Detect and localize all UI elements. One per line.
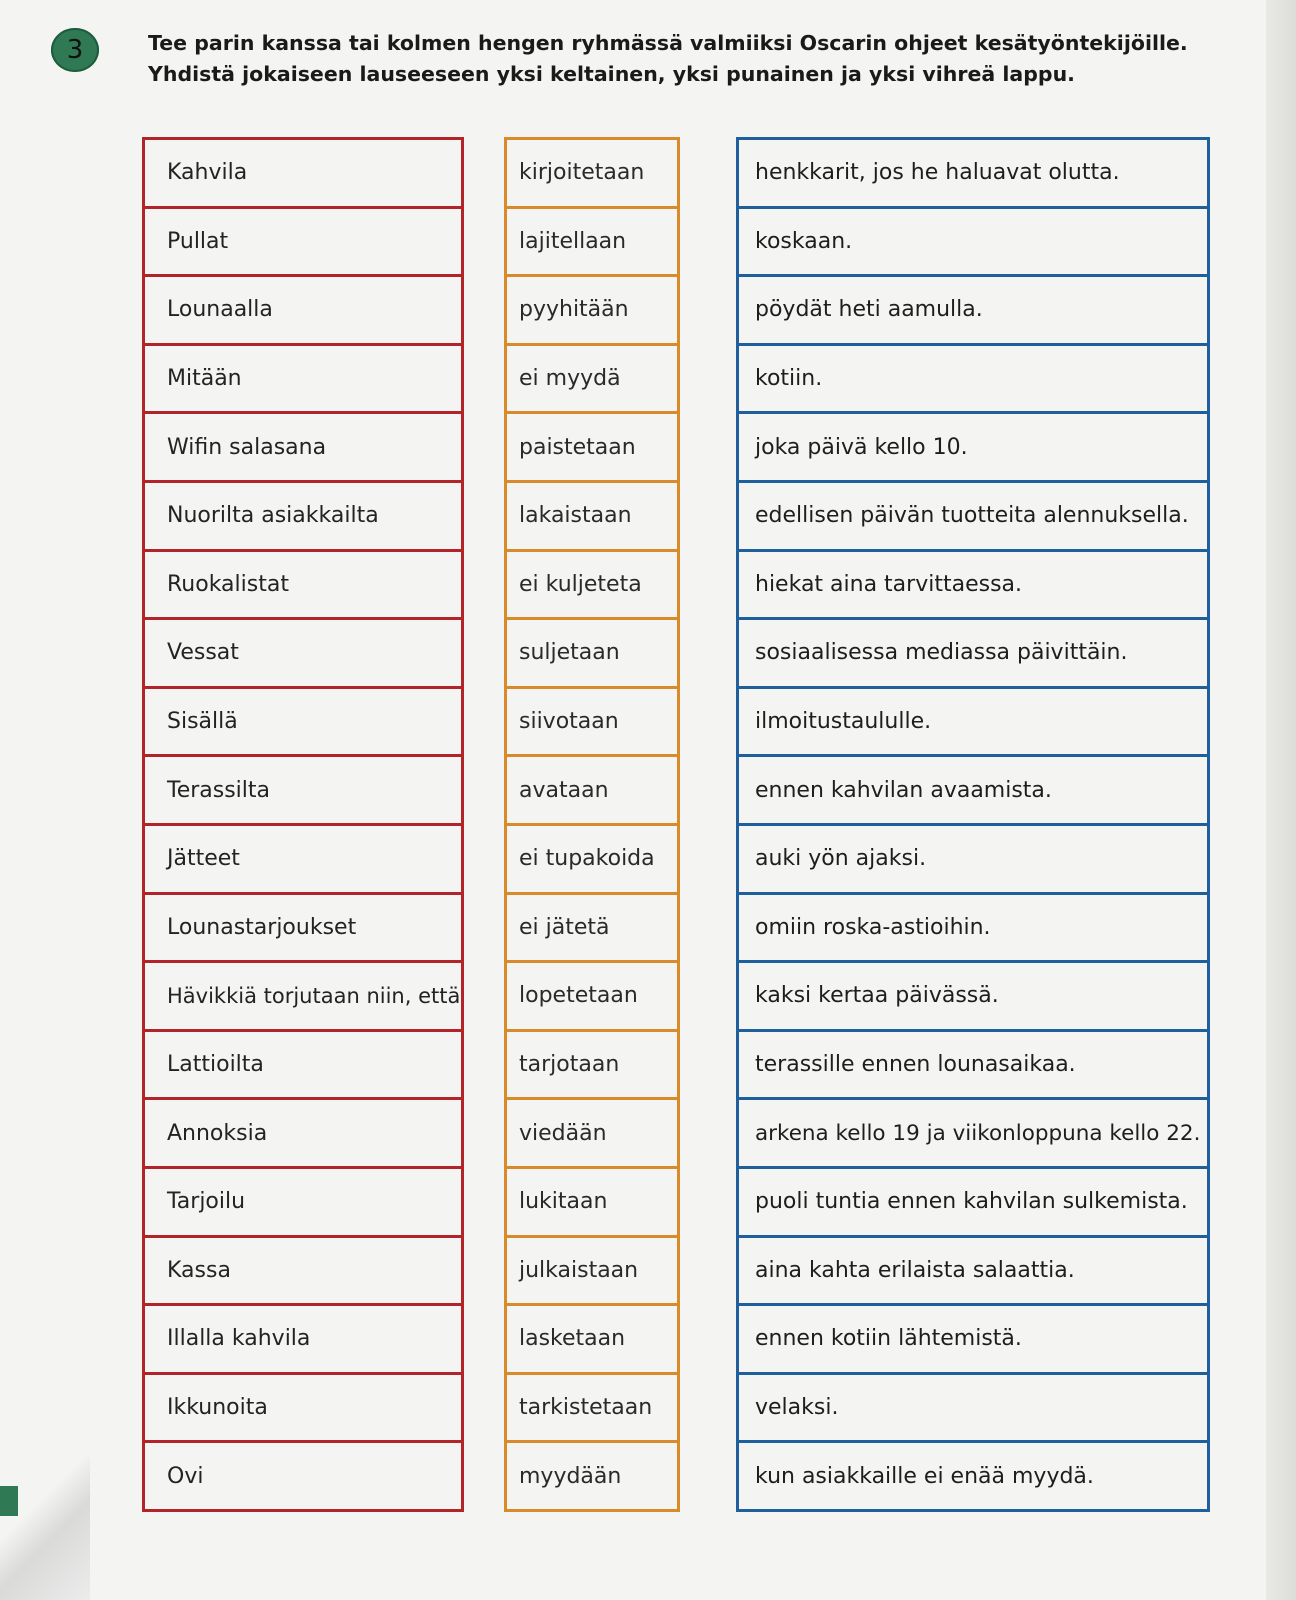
verb-card: paistetaan bbox=[504, 411, 680, 483]
subject-card: Wifin salasana bbox=[142, 411, 464, 483]
subject-card: Vessat bbox=[142, 617, 464, 689]
instruction-line-2: Yhdistä jokaiseen lauseeseen yksi keltai… bbox=[148, 62, 1075, 86]
ending-card: koskaan. bbox=[736, 205, 1210, 278]
subject-card: Lattioilta bbox=[142, 1028, 464, 1101]
ending-card: velaksi. bbox=[736, 1371, 1210, 1444]
subject-card: Ovi bbox=[142, 1440, 464, 1512]
verb-card: ei jätetä bbox=[504, 891, 680, 964]
ending-cards-column: henkkarit, jos he haluavat olutta. koskaa… bbox=[736, 137, 1210, 1512]
subject-card: Ruokalistat bbox=[142, 548, 464, 621]
page-corner-tab bbox=[0, 1486, 18, 1516]
subject-card: Jätteet bbox=[142, 822, 464, 895]
verb-card: ei tupakoida bbox=[504, 822, 680, 895]
verb-card: pyyhitään bbox=[504, 274, 680, 346]
ending-card: pöydät heti aamulla. bbox=[736, 274, 1210, 346]
ending-card: edellisen päivän tuotteita alennuksella. bbox=[736, 479, 1210, 552]
verb-card: myydään bbox=[504, 1440, 680, 1512]
ending-card: kotiin. bbox=[736, 342, 1210, 415]
subject-card: Kassa bbox=[142, 1234, 464, 1307]
verb-card: lakaistaan bbox=[504, 479, 680, 552]
verb-card: kirjoitetaan bbox=[504, 137, 680, 209]
verb-card: avataan bbox=[504, 754, 680, 826]
subject-card: Kahvila bbox=[142, 137, 464, 209]
verb-card: lukitaan bbox=[504, 1165, 680, 1238]
instruction-line-1: Tee parin kanssa tai kolmen hengen ryhmä… bbox=[148, 31, 1188, 55]
ending-card: joka päivä kello 10. bbox=[736, 411, 1210, 483]
verb-card: viedään bbox=[504, 1097, 680, 1169]
subject-card: Hävikkiä torjutaan niin, että bbox=[142, 960, 464, 1032]
ending-card: omiin roska-astioihin. bbox=[736, 891, 1210, 964]
ending-card: henkkarit, jos he haluavat olutta. bbox=[736, 137, 1210, 209]
verb-card: lasketaan bbox=[504, 1303, 680, 1375]
page-edge bbox=[1266, 0, 1296, 1600]
subject-card: Lounastarjoukset bbox=[142, 891, 464, 964]
subject-cards-column: Kahvila Pullat Lounaalla Mitään Wifin salasa… bbox=[142, 137, 464, 1512]
ending-card: arkena kello 19 ja viikonloppuna kello 2… bbox=[736, 1097, 1210, 1169]
subject-card: Annoksia bbox=[142, 1097, 464, 1169]
exercise-instructions: Tee parin kanssa tai kolmen hengen ryhmä… bbox=[148, 28, 1228, 90]
ending-card: aina kahta erilaista salaattia. bbox=[736, 1234, 1210, 1307]
verb-card: suljetaan bbox=[504, 617, 680, 689]
subject-card: Nuorilta asiakkailta bbox=[142, 479, 464, 552]
ending-card: puoli tuntia ennen kahvilan sulkemista. bbox=[736, 1165, 1210, 1238]
ending-card: terassille ennen lounasaikaa. bbox=[736, 1028, 1210, 1101]
verb-card: tarkistetaan bbox=[504, 1371, 680, 1444]
subject-card: Lounaalla bbox=[142, 274, 464, 346]
ending-card: kun asiakkaille ei enää myydä. bbox=[736, 1440, 1210, 1512]
ending-card: auki yön ajaksi. bbox=[736, 822, 1210, 895]
ending-card: sosiaalisessa mediassa päivittäin. bbox=[736, 617, 1210, 689]
verb-card: siivotaan bbox=[504, 685, 680, 758]
subject-card: Illalla kahvila bbox=[142, 1303, 464, 1375]
verb-card: ei myydä bbox=[504, 342, 680, 415]
verb-card: lopetetaan bbox=[504, 960, 680, 1032]
ending-card: ennen kotiin lähtemistä. bbox=[736, 1303, 1210, 1375]
subject-card: Tarjoilu bbox=[142, 1165, 464, 1238]
verb-card: julkaistaan bbox=[504, 1234, 680, 1307]
verb-card: ei kuljeteta bbox=[504, 548, 680, 621]
ending-card: hiekat aina tarvittaessa. bbox=[736, 548, 1210, 621]
subject-card: Ikkunoita bbox=[142, 1371, 464, 1444]
subject-card: Pullat bbox=[142, 205, 464, 278]
ending-card: ennen kahvilan avaamista. bbox=[736, 754, 1210, 826]
exercise-number-badge: 3 bbox=[51, 28, 99, 72]
subject-card: Mitään bbox=[142, 342, 464, 415]
page-corner-shadow bbox=[0, 1440, 90, 1600]
subject-card: Terassilta bbox=[142, 754, 464, 826]
verb-card: lajitellaan bbox=[504, 205, 680, 278]
ending-card: kaksi kertaa päivässä. bbox=[736, 960, 1210, 1032]
verb-cards-column: kirjoitetaan lajitellaan pyyhitään ei myydä… bbox=[504, 137, 680, 1512]
verb-card: tarjotaan bbox=[504, 1028, 680, 1101]
ending-card: ilmoitustaululle. bbox=[736, 685, 1210, 758]
subject-card: Sisällä bbox=[142, 685, 464, 758]
